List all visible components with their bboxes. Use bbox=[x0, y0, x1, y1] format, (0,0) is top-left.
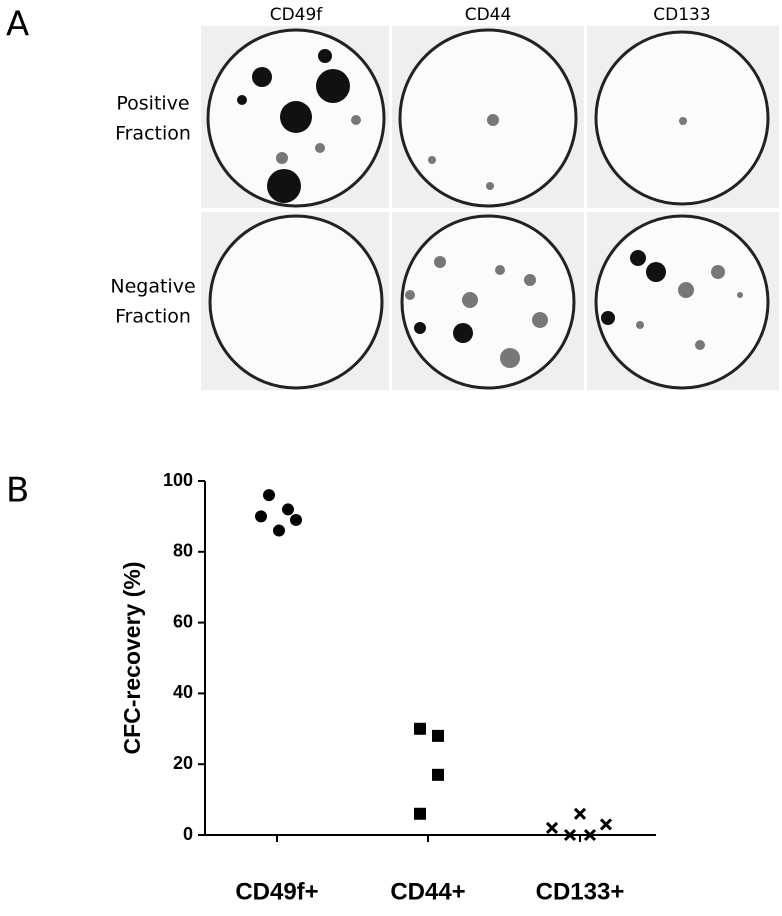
dot bbox=[263, 489, 275, 502]
x-tick-label: CD44+ bbox=[390, 878, 465, 905]
dot bbox=[414, 722, 426, 735]
dot bbox=[255, 510, 267, 523]
row-label: Positive bbox=[116, 93, 189, 115]
column-label: CD49f bbox=[270, 5, 324, 25]
dot bbox=[432, 768, 444, 781]
x-tick-label: CD133+ bbox=[536, 878, 625, 905]
dot bbox=[583, 828, 597, 842]
y-tick-label: 100 bbox=[163, 470, 193, 490]
dot bbox=[282, 503, 294, 516]
column-label: CD133 bbox=[653, 5, 710, 25]
dish bbox=[208, 214, 384, 390]
y-tick-label: 20 bbox=[173, 753, 193, 773]
dot bbox=[563, 828, 577, 842]
y-tick-label: 40 bbox=[173, 682, 193, 702]
column-label: CD44 bbox=[465, 5, 512, 25]
dot bbox=[290, 513, 302, 526]
y-tick-label: 0 bbox=[183, 824, 193, 844]
row-label: Fraction bbox=[115, 123, 191, 145]
y-tick-label: 80 bbox=[173, 541, 193, 561]
panel-label: B bbox=[6, 471, 29, 511]
y-tick-label: 60 bbox=[173, 611, 193, 631]
dot bbox=[273, 524, 285, 537]
colonies bbox=[237, 49, 743, 368]
row-label: Fraction bbox=[115, 306, 191, 328]
row-label: Negative bbox=[110, 276, 195, 298]
dot bbox=[432, 729, 444, 742]
dot bbox=[573, 807, 587, 820]
dot bbox=[545, 821, 559, 834]
panel-label: A bbox=[6, 5, 29, 45]
dish bbox=[594, 214, 770, 390]
y-axis-label: CFC-recovery (%) bbox=[119, 562, 145, 755]
dish-photos bbox=[201, 26, 779, 390]
x-tick-label: CD49f+ bbox=[235, 878, 318, 905]
dot bbox=[414, 807, 426, 820]
dot bbox=[599, 818, 613, 831]
dish bbox=[400, 214, 576, 390]
